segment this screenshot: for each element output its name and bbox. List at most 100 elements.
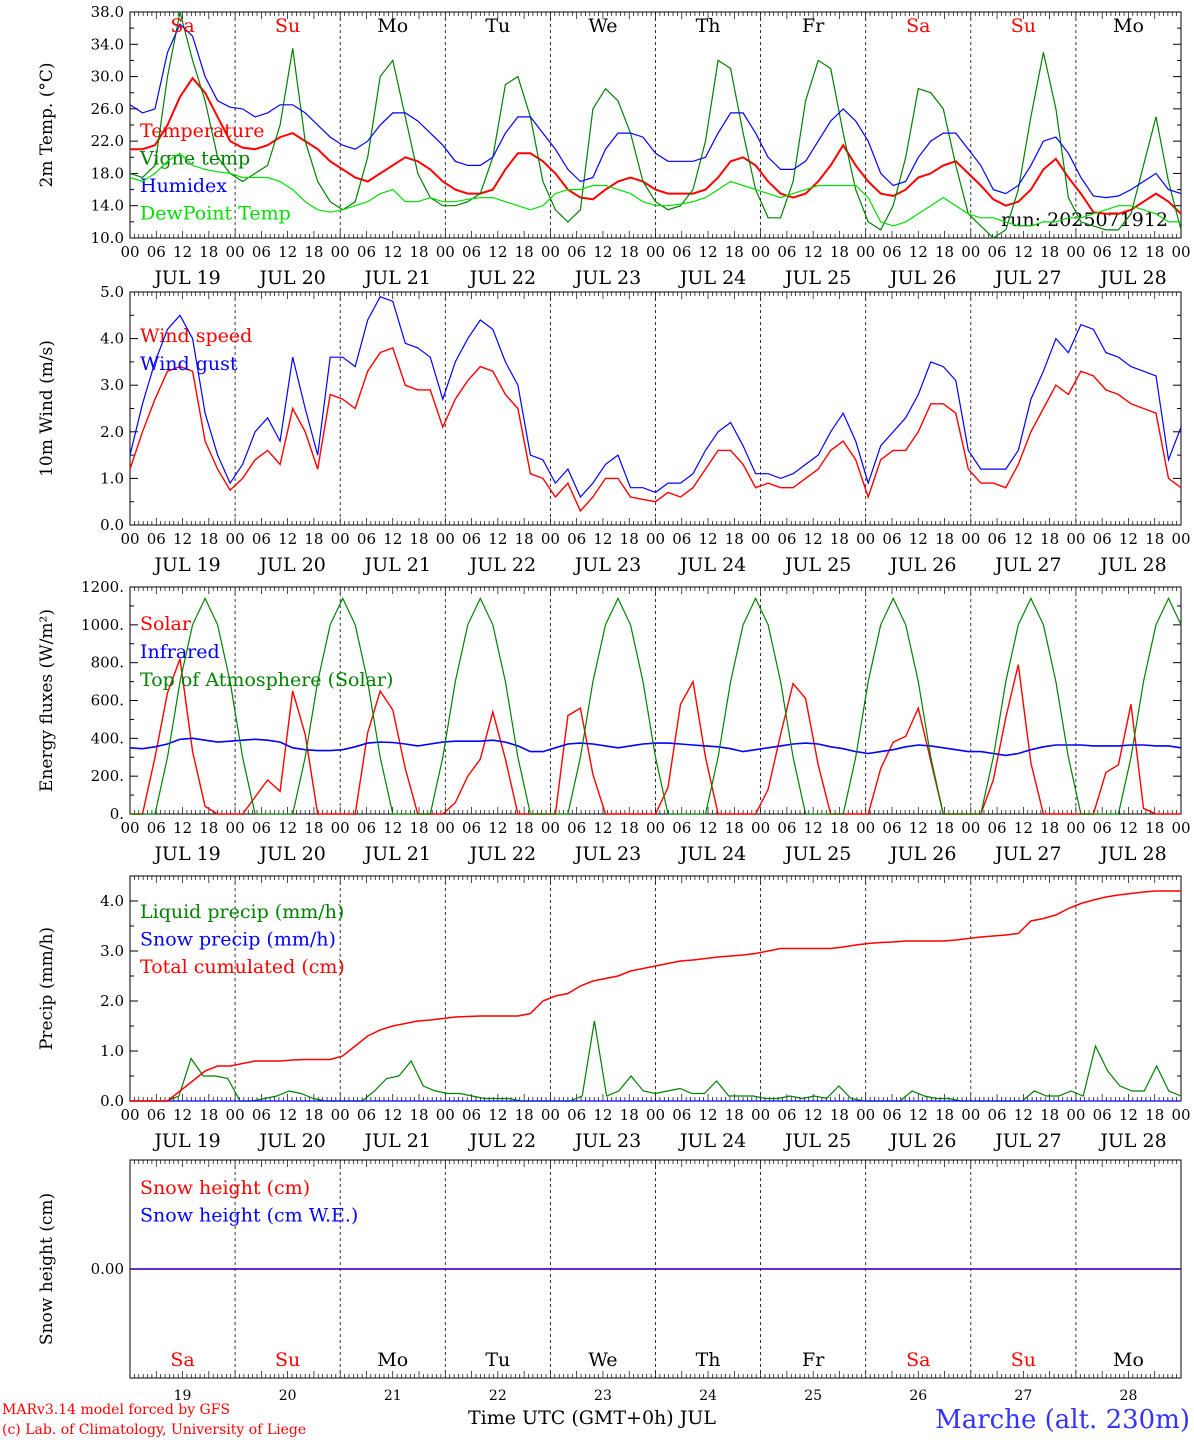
x-hour-label: 18 bbox=[935, 1106, 954, 1124]
x-hour-label: 00 bbox=[541, 819, 560, 837]
x-hour-label: 12 bbox=[804, 530, 823, 548]
x-date-label: JUL 22 bbox=[468, 267, 536, 289]
x-hour-label: 00 bbox=[1066, 530, 1085, 548]
x-axis-label: Time UTC (GMT+0h) JUL bbox=[468, 1407, 716, 1429]
x-date-label: JUL 21 bbox=[363, 267, 431, 289]
x-hour-label: 18 bbox=[409, 1106, 428, 1124]
legend-entry: Temperature bbox=[140, 120, 264, 142]
y-tick-label: 1200. bbox=[81, 578, 124, 596]
x-date-label: JUL 21 bbox=[363, 554, 431, 576]
legend-entry: Wind speed bbox=[140, 325, 252, 347]
x-hour-label: 00 bbox=[120, 1106, 139, 1124]
day-name-label: Sa bbox=[906, 1349, 930, 1371]
x-date-label: JUL 24 bbox=[678, 554, 746, 576]
x-hour-label: 00 bbox=[1171, 819, 1190, 837]
y-tick-label: 34.0 bbox=[91, 35, 124, 53]
x-date-label: JUL 23 bbox=[573, 1130, 641, 1152]
x-hour-label: 06 bbox=[777, 1106, 796, 1124]
x-date-label: JUL 20 bbox=[257, 843, 325, 865]
x-hour-label: 12 bbox=[1119, 1106, 1138, 1124]
x-hour-label: 12 bbox=[383, 530, 402, 548]
x-date-label: JUL 23 bbox=[573, 843, 641, 865]
y-tick-label: 0.0 bbox=[100, 1092, 124, 1110]
x-hour-label: 18 bbox=[304, 243, 323, 261]
footer-model-line: MARv3.14 model forced by GFS bbox=[2, 1402, 230, 1418]
x-hour-label: 00 bbox=[856, 530, 875, 548]
legend-entry: Solar bbox=[140, 613, 192, 635]
x-date-label: JUL 20 bbox=[257, 554, 325, 576]
x-hour-label: 12 bbox=[1119, 819, 1138, 837]
y-tick-label: 38.0 bbox=[91, 3, 124, 21]
x-hour-label: 12 bbox=[173, 819, 192, 837]
x-hour-label: 00 bbox=[646, 819, 665, 837]
y-tick-label: 1.0 bbox=[100, 469, 124, 487]
panel-temp: 10.0 14.0 18.0 22.0 26.0 30.0 34.0 38.0 2m Temp.… bbox=[37, 3, 1191, 289]
x-hour-label: 18 bbox=[830, 1106, 849, 1124]
x-hour-label: 00 bbox=[1066, 1106, 1085, 1124]
x-hour-label: 06 bbox=[567, 530, 586, 548]
x-hour-label: 12 bbox=[1119, 243, 1138, 261]
x-hour-label: 00 bbox=[331, 819, 350, 837]
y-axis-label: 2m Temp. (°C) bbox=[37, 62, 57, 187]
day-name-label: Mo bbox=[1113, 1349, 1144, 1371]
x-hour-label: 06 bbox=[882, 1106, 901, 1124]
panel-energy: 0. 200. 400. 600. 800. 1000. 1200. Energy fluxe… bbox=[37, 578, 1191, 865]
y-tick-label: 0. bbox=[110, 805, 124, 823]
x-hour-label: 06 bbox=[988, 819, 1007, 837]
day-number-label: 23 bbox=[594, 1388, 612, 1404]
x-hour-label: 06 bbox=[1093, 530, 1112, 548]
x-hour-label: 18 bbox=[515, 819, 534, 837]
x-hour-label: 18 bbox=[409, 530, 428, 548]
day-name-label: Tu bbox=[485, 1349, 510, 1371]
x-hour-label: 06 bbox=[252, 243, 271, 261]
x-date-label: JUL 22 bbox=[468, 1130, 536, 1152]
y-tick-label: 1.0 bbox=[100, 1042, 124, 1060]
panel-snow: 0.00 Snow height (cm) Snow height (cm) Snow… bbox=[37, 1159, 1182, 1404]
panel-wind: 0.0 1.0 2.0 3.0 4.0 5.0 10m Wind (m/s) Wind spe… bbox=[37, 283, 1191, 576]
x-hour-label: 06 bbox=[462, 243, 481, 261]
x-hour-label: 06 bbox=[672, 243, 691, 261]
x-hour-label: 00 bbox=[541, 1106, 560, 1124]
x-hour-label: 06 bbox=[357, 243, 376, 261]
x-date-label: JUL 28 bbox=[1098, 843, 1166, 865]
day-name-label: Sa bbox=[906, 15, 930, 37]
x-hour-label: 18 bbox=[935, 530, 954, 548]
y-axis-label: Energy fluxes (W/m²) bbox=[37, 609, 57, 792]
x-hour-label: 06 bbox=[988, 530, 1007, 548]
x-hour-label: 18 bbox=[199, 1106, 218, 1124]
x-hour-label: 00 bbox=[436, 530, 455, 548]
legend-entry: Infrared bbox=[140, 641, 220, 663]
x-hour-label: 00 bbox=[331, 530, 350, 548]
x-hour-label: 18 bbox=[725, 530, 744, 548]
x-hour-label: 00 bbox=[226, 1106, 245, 1124]
series-line-solar bbox=[130, 658, 1181, 815]
x-date-label: JUL 21 bbox=[363, 843, 431, 865]
series-line-dewpoint-temp bbox=[129, 152, 1181, 227]
x-hour-label: 06 bbox=[882, 819, 901, 837]
day-name-label: We bbox=[588, 1349, 617, 1371]
x-hour-label: 12 bbox=[909, 243, 928, 261]
x-hour-label: 12 bbox=[699, 243, 718, 261]
x-hour-label: 00 bbox=[226, 530, 245, 548]
x-hour-label: 06 bbox=[147, 243, 166, 261]
x-hour-label: 12 bbox=[278, 243, 297, 261]
day-number-label: 22 bbox=[489, 1388, 507, 1404]
day-number-label: 27 bbox=[1014, 1388, 1032, 1404]
day-name-label: Mo bbox=[377, 1349, 408, 1371]
x-hour-label: 00 bbox=[751, 819, 770, 837]
x-hour-label: 12 bbox=[488, 1106, 507, 1124]
x-hour-label: 00 bbox=[1171, 243, 1190, 261]
day-number-label: 24 bbox=[699, 1388, 717, 1404]
x-hour-label: 12 bbox=[173, 530, 192, 548]
x-hour-label: 06 bbox=[1093, 819, 1112, 837]
x-hour-label: 18 bbox=[1145, 1106, 1164, 1124]
legend-entry: Snow height (cm W.E.) bbox=[140, 1205, 358, 1227]
x-date-label: JUL 27 bbox=[993, 267, 1061, 289]
x-hour-label: 18 bbox=[725, 819, 744, 837]
x-hour-label: 00 bbox=[331, 1106, 350, 1124]
x-hour-label: 00 bbox=[436, 819, 455, 837]
legend-entry: Liquid precip (mm/h) bbox=[140, 901, 344, 923]
x-date-label: JUL 22 bbox=[468, 843, 536, 865]
x-hour-label: 06 bbox=[672, 1106, 691, 1124]
